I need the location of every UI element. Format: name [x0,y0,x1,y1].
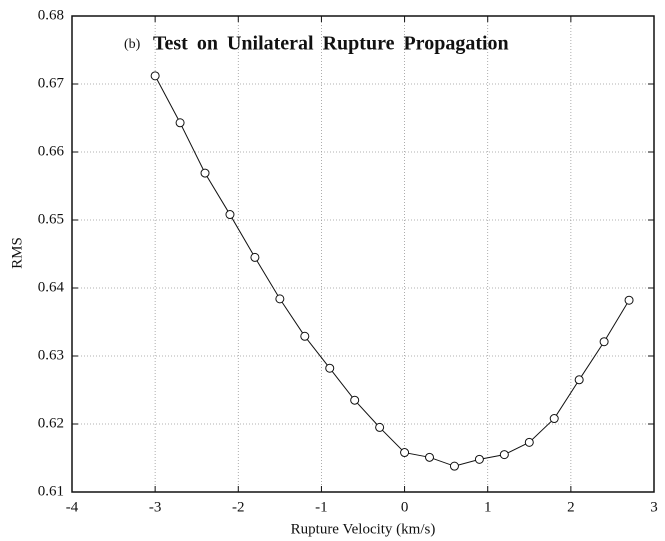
x-tick-label: -1 [315,499,328,515]
panel-label: (b) [124,37,141,52]
x-axis-label: Rupture Velocity (km/s) [291,521,436,537]
data-point [624,295,634,305]
data-point [200,168,210,178]
data-point [574,375,584,385]
data-point [524,437,534,447]
data-point [300,331,310,341]
data-point [150,71,160,81]
x-tick-label: 1 [484,499,492,515]
data-point [425,452,435,462]
data-point [250,252,260,262]
y-tick-label: 0.61 [38,483,64,499]
data-point [275,294,285,304]
data-point [549,414,559,424]
chart-title: Test on Unilateral Rupture Propagation [153,33,509,55]
x-tick-label: -3 [149,499,162,515]
data-point [225,210,235,220]
y-tick-label: 0.63 [38,347,64,363]
data-point [175,118,185,128]
data-point [499,450,509,460]
data-point [350,395,360,405]
series-line [154,75,630,467]
x-tick-label: -2 [232,499,245,515]
x-tick-label: 3 [650,499,658,515]
data-point [474,454,484,464]
data-point [449,461,459,471]
data-point [599,337,609,347]
y-tick-label: 0.62 [38,415,64,431]
data-point [325,363,335,373]
x-tick-label: 0 [401,499,409,515]
y-axis-label: RMS [9,237,25,269]
x-tick-label: -4 [66,499,79,515]
plot-frame [71,15,655,493]
y-tick-label: 0.64 [38,279,65,295]
y-tick-label: 0.66 [38,143,65,159]
x-tick-label: 2 [567,499,575,515]
y-tick-label: 0.68 [38,7,64,23]
data-point [400,448,410,458]
data-point [375,422,385,432]
y-tick-label: 0.67 [38,75,65,91]
y-tick-label: 0.65 [38,211,64,227]
